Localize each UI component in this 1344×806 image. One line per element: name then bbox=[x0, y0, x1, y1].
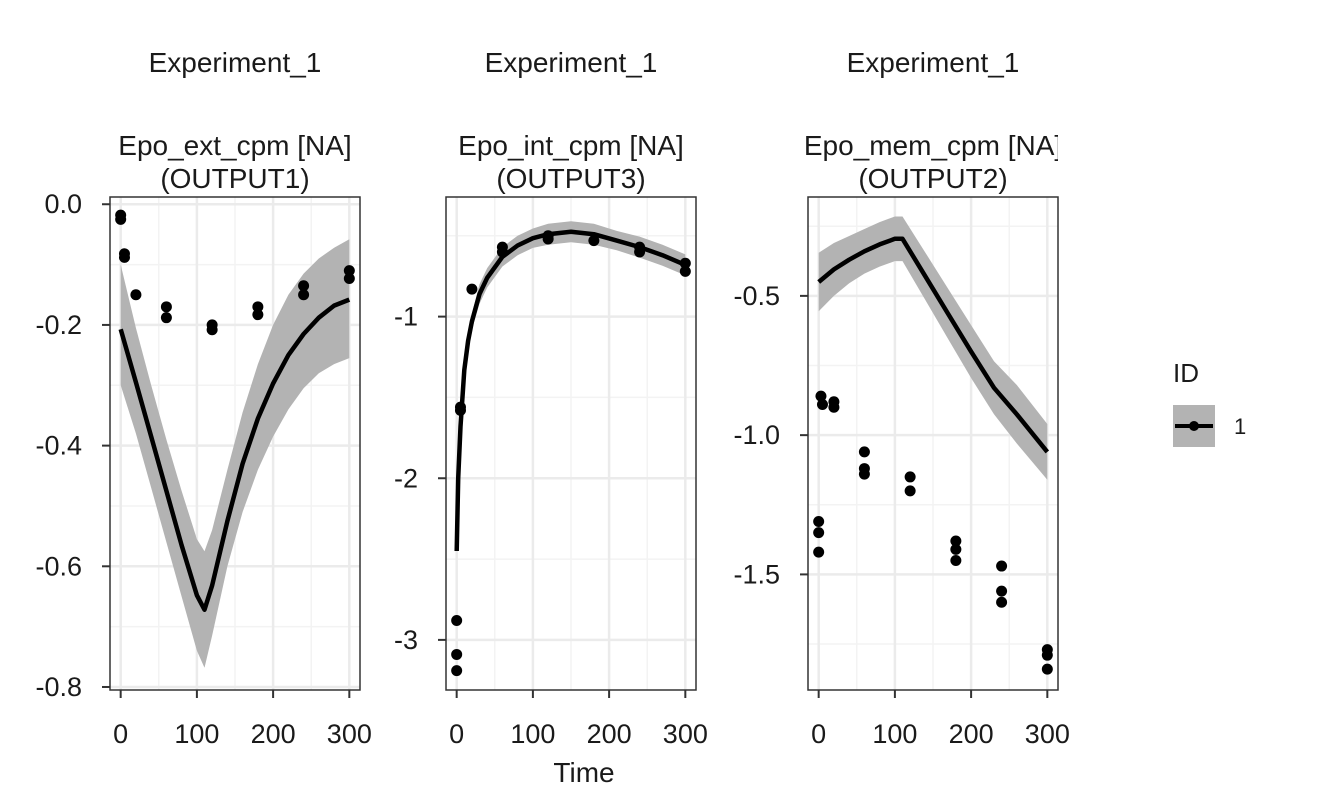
y-tick-label: -1.5 bbox=[733, 559, 780, 589]
data-point bbox=[996, 585, 1008, 597]
data-point bbox=[160, 312, 172, 324]
data-point bbox=[904, 485, 916, 497]
data-point bbox=[542, 233, 554, 245]
data-point bbox=[206, 324, 218, 336]
panel-border bbox=[807, 196, 1059, 691]
x-tick-label: 0 bbox=[811, 719, 826, 749]
y-tick-label: -1.0 bbox=[733, 420, 780, 450]
x-tick-label: 0 bbox=[449, 719, 464, 749]
fit-line bbox=[118, 297, 351, 612]
data-point bbox=[343, 265, 355, 277]
data-point bbox=[466, 283, 478, 295]
data-point bbox=[996, 596, 1008, 608]
x-axis-title: Time bbox=[553, 757, 614, 788]
data-point bbox=[451, 665, 463, 677]
x-tick-label: 300 bbox=[663, 719, 708, 749]
strip-label: Experiment_1 bbox=[149, 47, 322, 78]
facet-panels: Experiment_1 Epo_ext_cpm [NA](OUTPUT1) 0.0… bbox=[35, 47, 1069, 749]
data-point bbox=[904, 471, 916, 483]
data-point bbox=[496, 246, 508, 258]
strip-label: (OUTPUT3) bbox=[496, 163, 645, 194]
data-point bbox=[588, 235, 600, 247]
y-tick-label: -0.4 bbox=[35, 431, 82, 461]
x-tick-label: 300 bbox=[327, 719, 372, 749]
y-tick-label: -2 bbox=[394, 463, 418, 493]
x-tick-label: 100 bbox=[872, 719, 917, 749]
legend-label: 1 bbox=[1234, 414, 1246, 439]
data-point bbox=[298, 280, 310, 292]
facet-strip: Experiment_1 Epo_int_cpm [NA](OUTPUT3) bbox=[458, 47, 684, 194]
data-point bbox=[815, 390, 827, 402]
data-point bbox=[118, 251, 130, 263]
data-point bbox=[1041, 649, 1053, 661]
confidence-ribbon bbox=[818, 216, 1048, 480]
panel-border bbox=[109, 196, 361, 691]
data-point bbox=[160, 301, 172, 313]
data-point bbox=[298, 289, 310, 301]
data-point bbox=[679, 257, 691, 269]
data-point bbox=[343, 272, 355, 284]
y-tick-label: -0.2 bbox=[35, 310, 82, 340]
y-tick-label: -0.5 bbox=[733, 281, 780, 311]
x-tick-label: 0 bbox=[113, 719, 128, 749]
panel-border bbox=[445, 196, 697, 691]
strip-label: Epo_mem_cpm [NA] bbox=[804, 130, 1062, 161]
y-tick-label: -0.8 bbox=[35, 672, 82, 702]
legend: ID 1 bbox=[1173, 358, 1246, 447]
facet-panel: Experiment_1 Epo_ext_cpm [NA](OUTPUT1) 0.0… bbox=[35, 47, 371, 749]
x-tick-label: 200 bbox=[949, 719, 994, 749]
data-point bbox=[813, 546, 825, 558]
legend-key-point bbox=[1189, 421, 1199, 431]
x-tick-label: 200 bbox=[251, 719, 296, 749]
strip-label: (OUTPUT1) bbox=[160, 163, 309, 194]
y-tick-label: 0.0 bbox=[44, 189, 82, 219]
legend-title: ID bbox=[1173, 358, 1199, 388]
y-tick-label: -0.6 bbox=[35, 551, 82, 581]
fit-line bbox=[454, 229, 687, 552]
strip-label: Experiment_1 bbox=[485, 47, 658, 78]
data-point bbox=[950, 554, 962, 566]
fit-line bbox=[817, 236, 1050, 454]
data-point bbox=[130, 289, 142, 301]
data-point bbox=[950, 543, 962, 555]
data-point bbox=[858, 468, 870, 480]
y-tick-label: -3 bbox=[394, 625, 418, 655]
data-point bbox=[679, 265, 691, 277]
data-point bbox=[813, 515, 825, 527]
facet-panel: Experiment_1 Epo_mem_cpm [NA](OUTPUT2) -0.… bbox=[733, 47, 1069, 749]
data-point bbox=[950, 535, 962, 547]
data-point bbox=[828, 401, 840, 413]
data-point bbox=[816, 399, 828, 411]
data-point bbox=[996, 560, 1008, 572]
data-point bbox=[115, 213, 127, 225]
facet-strip: Experiment_1 Epo_mem_cpm [NA](OUTPUT2) bbox=[804, 47, 1062, 194]
x-tick-label: 100 bbox=[510, 719, 555, 749]
data-point bbox=[451, 614, 463, 626]
strip-label: Epo_int_cpm [NA] bbox=[458, 130, 684, 161]
data-point bbox=[252, 301, 264, 313]
data-point bbox=[451, 648, 463, 660]
strip-label: Epo_ext_cpm [NA] bbox=[118, 130, 351, 161]
x-tick-label: 100 bbox=[174, 719, 219, 749]
x-tick-label: 300 bbox=[1025, 719, 1070, 749]
data-point bbox=[252, 309, 264, 321]
data-point bbox=[634, 246, 646, 258]
x-tick-label: 200 bbox=[587, 719, 632, 749]
facet-panel: Experiment_1 Epo_int_cpm [NA](OUTPUT3) -1 -… bbox=[394, 47, 708, 749]
data-point bbox=[454, 404, 466, 416]
facet-strip: Experiment_1 Epo_ext_cpm [NA](OUTPUT1) bbox=[118, 47, 351, 194]
data-point bbox=[1041, 663, 1053, 675]
strip-label: Experiment_1 bbox=[847, 47, 1020, 78]
strip-label: (OUTPUT2) bbox=[858, 163, 1007, 194]
data-point bbox=[858, 446, 870, 458]
y-tick-label: -1 bbox=[394, 302, 418, 332]
data-point bbox=[813, 527, 825, 539]
